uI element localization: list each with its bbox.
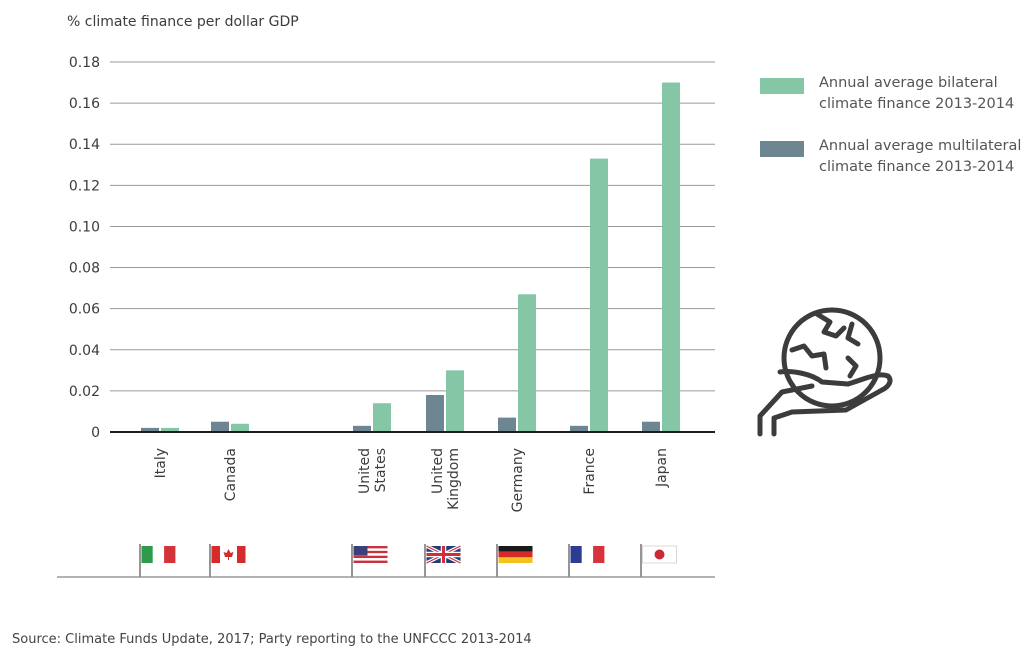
y-tick-label: 0.04 bbox=[69, 343, 100, 359]
japan-flag bbox=[642, 545, 677, 564]
bar-bilateral bbox=[373, 403, 391, 432]
legend-swatch-multilateral bbox=[760, 141, 804, 157]
source-note: Source: Climate Funds Update, 2017; Part… bbox=[12, 632, 532, 647]
bar-bilateral bbox=[446, 370, 464, 432]
y-tick-label: 0.02 bbox=[69, 384, 100, 400]
y-tick-label: 0.08 bbox=[69, 261, 100, 277]
bar-bilateral bbox=[662, 82, 680, 433]
globe-in-hand-icon bbox=[757, 307, 893, 437]
italy-flag bbox=[141, 546, 176, 563]
x-tick-label: Japan bbox=[654, 448, 670, 488]
legend-swatch-bilateral bbox=[760, 78, 804, 94]
y-axis-label: % climate finance per dollar GDP bbox=[67, 14, 299, 30]
x-tick-label: UnitedKingdom bbox=[430, 448, 462, 510]
bar-multilateral bbox=[570, 425, 588, 432]
usa-flag bbox=[353, 546, 388, 563]
bar-bilateral bbox=[231, 423, 249, 432]
y-tick-label: 0.14 bbox=[69, 137, 100, 153]
bar-multilateral bbox=[498, 417, 516, 432]
x-tick-label: UnitedStates bbox=[357, 448, 389, 494]
y-tick-label: 0.06 bbox=[69, 302, 100, 318]
bar-multilateral bbox=[353, 425, 371, 432]
globe-outline bbox=[781, 307, 883, 409]
x-tick-label: Germany bbox=[510, 448, 526, 512]
x-tick-label: France bbox=[582, 448, 598, 495]
bar-bilateral bbox=[161, 427, 179, 432]
bar-multilateral bbox=[426, 395, 444, 432]
legend-label-multilateral: Annual average multilateral climate fina… bbox=[819, 138, 1022, 175]
x-tick-label: Canada bbox=[223, 448, 239, 501]
y-tick-label: 0.12 bbox=[69, 178, 100, 194]
legend-label-bilateral: Annual average bilateral climate finance… bbox=[819, 75, 1015, 112]
france-flag bbox=[570, 546, 605, 563]
bar-multilateral bbox=[211, 421, 229, 432]
canada-flag bbox=[211, 546, 246, 563]
uk-flag bbox=[425, 544, 462, 565]
germany-flag bbox=[498, 546, 533, 563]
bar-bilateral bbox=[518, 294, 536, 432]
bar-multilateral bbox=[642, 421, 660, 432]
bar-bilateral bbox=[590, 158, 608, 432]
y-tick-label: 0.18 bbox=[69, 55, 100, 71]
y-tick-label: 0.16 bbox=[69, 96, 100, 112]
x-tick-label: Italy bbox=[153, 448, 169, 478]
y-tick-label: 0.10 bbox=[69, 219, 100, 235]
bar-multilateral bbox=[141, 427, 159, 432]
y-tick-label: 0 bbox=[91, 425, 100, 441]
